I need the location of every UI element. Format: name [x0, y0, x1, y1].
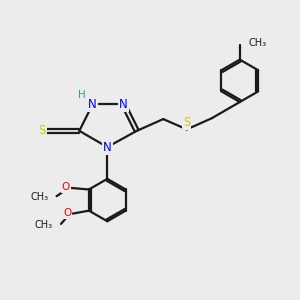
Text: CH₃: CH₃: [30, 192, 48, 203]
Text: S: S: [183, 116, 190, 129]
Text: CH₃: CH₃: [248, 38, 266, 48]
Text: N: N: [119, 98, 128, 111]
Text: O: O: [63, 208, 72, 218]
Text: O: O: [62, 182, 70, 192]
Text: S: S: [38, 124, 46, 137]
Text: H: H: [77, 90, 85, 100]
Text: N: N: [103, 141, 112, 154]
Text: CH₃: CH₃: [34, 220, 53, 230]
Text: N: N: [88, 98, 97, 111]
